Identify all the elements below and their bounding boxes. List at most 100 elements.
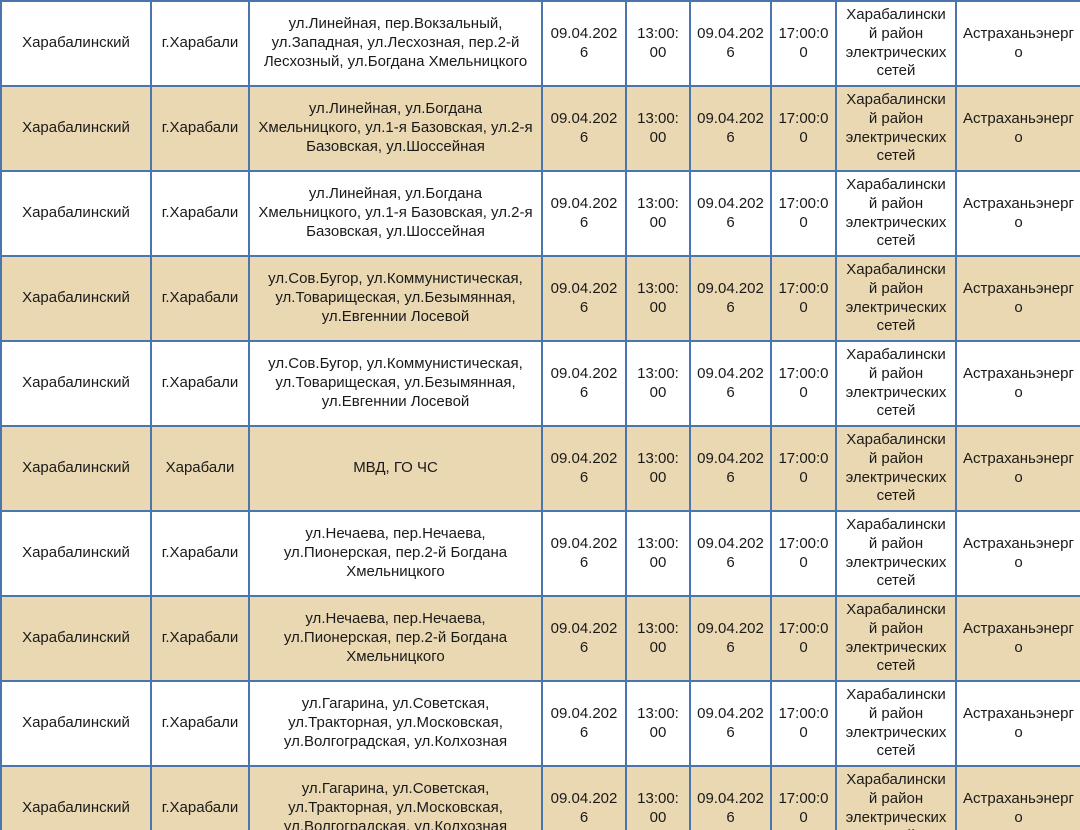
cell-end-date: 09.04.2026 xyxy=(689,425,772,512)
cell-end-time: 17:00:00 xyxy=(770,85,837,172)
cell-end-time: 17:00:00 xyxy=(770,765,837,830)
cell-end-date: 09.04.2026 xyxy=(689,340,772,427)
cell-end-time: 17:00:00 xyxy=(770,255,837,342)
cell-end-date: 09.04.2026 xyxy=(689,170,772,257)
table-row: Харабалинский г.Харабали ул.Линейная, ул.Б… xyxy=(0,170,1080,257)
cell-streets: ул.Нечаева, пер.Нечаева, ул.Пионерская, … xyxy=(248,510,543,597)
table-row: Харабалинский г.Харабали ул.Нечаева, пер.Н… xyxy=(0,510,1080,597)
cell-start-date: 09.04.2026 xyxy=(541,510,627,597)
table-row: Харабалинский г.Харабали ул.Линейная, пер.… xyxy=(0,0,1080,87)
cell-city: г.Харабали xyxy=(150,0,250,87)
cell-start-time: 13:00:00 xyxy=(625,510,691,597)
cell-org: Харабалинский район электрических сетей xyxy=(835,510,957,597)
cell-streets: ул.Гагарина, ул.Советская, ул.Тракторная… xyxy=(248,680,543,767)
cell-company: Астраханьэнерго xyxy=(955,425,1080,512)
cell-start-date: 09.04.2026 xyxy=(541,595,627,682)
cell-org: Харабалинский район электрических сетей xyxy=(835,0,957,87)
cell-city: г.Харабали xyxy=(150,255,250,342)
cell-city: Харабали xyxy=(150,425,250,512)
cell-end-time: 17:00:00 xyxy=(770,170,837,257)
cell-end-date: 09.04.2026 xyxy=(689,0,772,87)
cell-district: Харабалинский xyxy=(0,425,152,512)
cell-end-date: 09.04.2026 xyxy=(689,85,772,172)
cell-company: Астраханьэнерго xyxy=(955,510,1080,597)
cell-company: Астраханьэнерго xyxy=(955,595,1080,682)
cell-start-date: 09.04.2026 xyxy=(541,85,627,172)
cell-org: Харабалинский район электрических сетей xyxy=(835,85,957,172)
cell-streets: ул.Линейная, ул.Богдана Хмельницкого, ул… xyxy=(248,170,543,257)
cell-start-time: 13:00:00 xyxy=(625,765,691,830)
cell-org: Харабалинский район электрических сетей xyxy=(835,765,957,830)
cell-end-date: 09.04.2026 xyxy=(689,255,772,342)
cell-org: Харабалинский район электрических сетей xyxy=(835,425,957,512)
cell-district: Харабалинский xyxy=(0,255,152,342)
cell-company: Астраханьэнерго xyxy=(955,680,1080,767)
cell-start-time: 13:00:00 xyxy=(625,595,691,682)
cell-company: Астраханьэнерго xyxy=(955,765,1080,830)
cell-company: Астраханьэнерго xyxy=(955,0,1080,87)
cell-start-time: 13:00:00 xyxy=(625,85,691,172)
cell-org: Харабалинский район электрических сетей xyxy=(835,170,957,257)
cell-streets: МВД, ГО ЧС xyxy=(248,425,543,512)
cell-streets: ул.Сов.Бугор, ул.Коммунистическая, ул.То… xyxy=(248,255,543,342)
cell-org: Харабалинский район электрических сетей xyxy=(835,255,957,342)
table-row: Харабалинский г.Харабали ул.Сов.Бугор, ул.… xyxy=(0,340,1080,427)
cell-end-date: 09.04.2026 xyxy=(689,765,772,830)
cell-end-date: 09.04.2026 xyxy=(689,510,772,597)
cell-company: Астраханьэнерго xyxy=(955,255,1080,342)
table-row: Харабалинский г.Харабали ул.Гагарина, ул.С… xyxy=(0,765,1080,830)
cell-org: Харабалинский район электрических сетей xyxy=(835,340,957,427)
cell-end-time: 17:00:00 xyxy=(770,0,837,87)
cell-city: г.Харабали xyxy=(150,170,250,257)
cell-start-time: 13:00:00 xyxy=(625,680,691,767)
cell-district: Харабалинский xyxy=(0,765,152,830)
cell-org: Харабалинский район электрических сетей xyxy=(835,680,957,767)
cell-start-date: 09.04.2026 xyxy=(541,680,627,767)
cell-end-time: 17:00:00 xyxy=(770,680,837,767)
cell-start-time: 13:00:00 xyxy=(625,425,691,512)
cell-streets: ул.Нечаева, пер.Нечаева, ул.Пионерская, … xyxy=(248,595,543,682)
cell-start-time: 13:00:00 xyxy=(625,0,691,87)
table-row: Харабалинский г.Харабали ул.Нечаева, пер.Н… xyxy=(0,595,1080,682)
cell-end-time: 17:00:00 xyxy=(770,595,837,682)
cell-streets: ул.Гагарина, ул.Советская, ул.Тракторная… xyxy=(248,765,543,830)
cell-city: г.Харабали xyxy=(150,765,250,830)
cell-city: г.Харабали xyxy=(150,595,250,682)
cell-start-time: 13:00:00 xyxy=(625,340,691,427)
cell-district: Харабалинский xyxy=(0,595,152,682)
table-row: Харабалинский г.Харабали ул.Сов.Бугор, ул.… xyxy=(0,255,1080,342)
cell-start-date: 09.04.2026 xyxy=(541,425,627,512)
cell-end-time: 17:00:00 xyxy=(770,510,837,597)
cell-district: Харабалинский xyxy=(0,680,152,767)
cell-district: Харабалинский xyxy=(0,510,152,597)
cell-district: Харабалинский xyxy=(0,0,152,87)
table-row: Харабалинский Харабали МВД, ГО ЧС 09.04.202… xyxy=(0,425,1080,512)
table-row: Харабалинский г.Харабали ул.Гагарина, ул.С… xyxy=(0,680,1080,767)
cell-streets: ул.Линейная, пер.Вокзальный, ул.Западная… xyxy=(248,0,543,87)
cell-city: г.Харабали xyxy=(150,85,250,172)
cell-company: Астраханьэнерго xyxy=(955,85,1080,172)
cell-org: Харабалинский район электрических сетей xyxy=(835,595,957,682)
cell-end-time: 17:00:00 xyxy=(770,425,837,512)
cell-district: Харабалинский xyxy=(0,85,152,172)
cell-streets: ул.Линейная, ул.Богдана Хмельницкого, ул… xyxy=(248,85,543,172)
cell-start-time: 13:00:00 xyxy=(625,255,691,342)
cell-end-date: 09.04.2026 xyxy=(689,680,772,767)
cell-district: Харабалинский xyxy=(0,170,152,257)
cell-start-date: 09.04.2026 xyxy=(541,0,627,87)
cell-start-time: 13:00:00 xyxy=(625,170,691,257)
cell-district: Харабалинский xyxy=(0,340,152,427)
cell-end-date: 09.04.2026 xyxy=(689,595,772,682)
cell-city: г.Харабали xyxy=(150,340,250,427)
table-row: Харабалинский г.Харабали ул.Линейная, ул.Б… xyxy=(0,85,1080,172)
cell-start-date: 09.04.2026 xyxy=(541,340,627,427)
cell-company: Астраханьэнерго xyxy=(955,170,1080,257)
cell-streets: ул.Сов.Бугор, ул.Коммунистическая, ул.То… xyxy=(248,340,543,427)
cell-city: г.Харабали xyxy=(150,510,250,597)
cell-start-date: 09.04.2026 xyxy=(541,765,627,830)
cell-company: Астраханьэнерго xyxy=(955,340,1080,427)
cell-end-time: 17:00:00 xyxy=(770,340,837,427)
